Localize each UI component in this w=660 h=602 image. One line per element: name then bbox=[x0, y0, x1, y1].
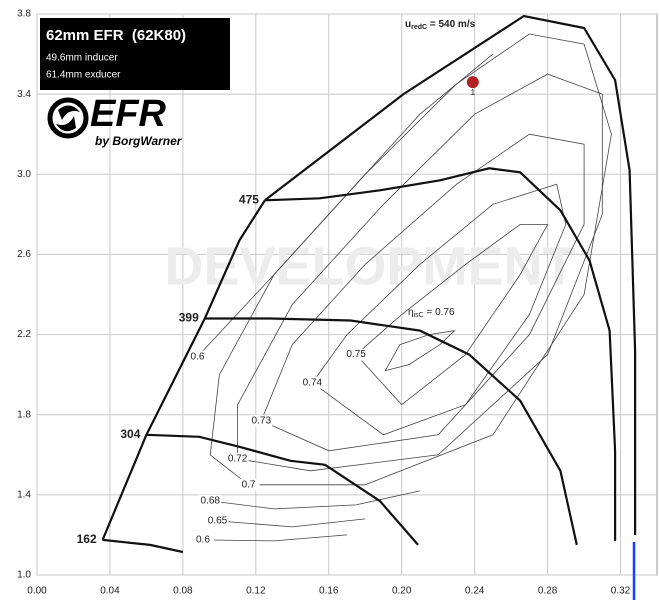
contour-label-bg bbox=[199, 494, 222, 507]
contour-label-bg bbox=[301, 376, 324, 389]
logo: EFR bbox=[90, 93, 167, 135]
contour-label-bg bbox=[191, 533, 214, 546]
subtitle: 49.6mm inducer bbox=[46, 53, 118, 64]
logo-vane bbox=[58, 105, 80, 120]
annotation-symbol: u bbox=[405, 19, 411, 30]
logo-ring bbox=[47, 97, 89, 139]
plot-area: 0.75 0.74 0.73 0.72 0.7 0.68 0.65 0.6 0.6 162 304 3… bbox=[77, 14, 637, 554]
title-box bbox=[40, 18, 230, 90]
annotation-text: = 0.76 bbox=[424, 307, 455, 318]
contour-label: 0.72 bbox=[228, 453, 248, 464]
x-tick-label: 0.08 bbox=[173, 586, 193, 597]
speed-line bbox=[264, 167, 617, 541]
operating-point bbox=[466, 76, 479, 89]
y-tick-label: 3.0 bbox=[17, 169, 31, 180]
contour-label: 0.6 bbox=[196, 535, 210, 546]
y-tick-label: 3.8 bbox=[17, 9, 31, 20]
efficiency-contour bbox=[312, 183, 567, 436]
y-tick-label: 1.0 bbox=[17, 570, 31, 581]
contour-label: 0.68 bbox=[201, 496, 221, 507]
x-tick-label: 0.04 bbox=[100, 586, 120, 597]
x-tick-label: 0.28 bbox=[538, 586, 558, 597]
annotation: ηisC = 0.76 bbox=[408, 307, 455, 319]
logo-vane bbox=[56, 116, 76, 132]
speed-line bbox=[102, 538, 184, 554]
efficiency-contour bbox=[237, 73, 603, 472]
x-tick-label: 0.00 bbox=[27, 586, 47, 597]
speed-line bbox=[264, 14, 637, 535]
y-tick-label: 3.4 bbox=[17, 89, 31, 100]
contour-label-bg bbox=[250, 414, 273, 427]
efficiency-contour bbox=[260, 133, 585, 452]
efficiency-contour bbox=[202, 534, 348, 542]
efficiency-contour bbox=[217, 518, 366, 528]
x-tick-label: 0.12 bbox=[246, 586, 266, 597]
contour-label: 0.73 bbox=[252, 415, 272, 426]
annotation-sub: isC bbox=[414, 312, 424, 319]
subtitle: 61.4mm exducer bbox=[46, 70, 121, 81]
y-tick-label: 1.4 bbox=[17, 489, 31, 500]
contour-label: 0.75 bbox=[346, 349, 366, 360]
contour-label-bg bbox=[345, 348, 368, 361]
contour-label-bg bbox=[237, 478, 260, 491]
speed-line bbox=[146, 433, 419, 546]
contour-label-bg bbox=[226, 452, 249, 465]
watermark: DEVELOPMENT bbox=[164, 236, 575, 296]
y-tick-label: 2.2 bbox=[17, 329, 31, 340]
logo-sub: by BorgWarner bbox=[95, 134, 183, 148]
annotation: uredC = 540 m/s bbox=[405, 19, 476, 31]
speed-line bbox=[204, 317, 578, 546]
x-tick-label: 0.24 bbox=[465, 586, 485, 597]
y-tick-label: 2.6 bbox=[17, 249, 31, 260]
y-tick-label: 1.8 bbox=[17, 409, 31, 420]
x-tick-label: 0.32 bbox=[611, 586, 631, 597]
contour-label: 0.74 bbox=[303, 377, 323, 388]
contour-label: 0.7 bbox=[242, 479, 256, 490]
speed-line bbox=[101, 199, 266, 541]
contour-label-bg bbox=[186, 350, 209, 363]
point-label: 1 bbox=[471, 88, 476, 97]
speed-label: 304 bbox=[120, 427, 140, 441]
speed-label: 399 bbox=[179, 311, 199, 325]
x-tick-label: 0.16 bbox=[319, 586, 339, 597]
speed-label: 162 bbox=[77, 532, 97, 546]
x-tick-label: 0.20 bbox=[392, 586, 412, 597]
efficiency-contour bbox=[209, 33, 612, 486]
grid: 0.00 0.04 0.08 0.12 0.16 0.20 0.24 0.28 0.32 1.0 1… bbox=[17, 9, 658, 597]
contour-label-bg bbox=[206, 514, 229, 527]
logo-swirl bbox=[47, 97, 89, 139]
annotation-symbol: η bbox=[408, 307, 414, 318]
contour-label: 0.6 bbox=[191, 351, 205, 362]
contour-label: 0.65 bbox=[208, 516, 228, 527]
plot-frame bbox=[36, 13, 658, 576]
chart-title: 62mm EFR (62K80) bbox=[46, 27, 186, 44]
efficiency-contour bbox=[210, 490, 420, 510]
annotation-sub: redC bbox=[411, 24, 427, 31]
speed-label: 475 bbox=[239, 193, 259, 207]
efficiency-contour bbox=[355, 224, 549, 406]
annotation-text: = 540 m/s bbox=[427, 19, 476, 30]
